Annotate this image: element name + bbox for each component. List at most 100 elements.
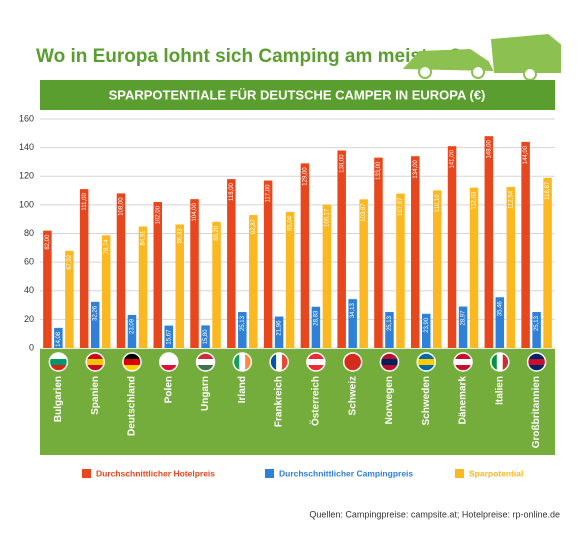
- x-tick-label: Polen: [163, 376, 174, 403]
- value-label: 32,26: [93, 305, 99, 321]
- y-tick-label: 100: [19, 199, 34, 209]
- bar: [433, 190, 442, 348]
- value-label: 144,00: [523, 145, 529, 164]
- flag-ring: [306, 352, 326, 372]
- bar: [447, 146, 457, 348]
- country-band: [40, 349, 555, 455]
- bar: [65, 250, 74, 348]
- value-label: 112,54: [508, 190, 514, 209]
- value-label: 25,13: [387, 315, 393, 331]
- value-label: 28,83: [313, 310, 319, 326]
- value-label: 141,00: [450, 150, 456, 169]
- value-label: 67,92: [67, 254, 73, 270]
- flag-stripe: [245, 353, 252, 371]
- value-label: 104,00: [192, 202, 198, 221]
- x-tick-label: Schweiz: [347, 376, 358, 415]
- flag-stripe: [417, 365, 436, 371]
- flag-stripe: [86, 365, 105, 371]
- value-label: 15,80: [203, 329, 209, 345]
- bar: [521, 141, 530, 348]
- flag-stripe: [276, 353, 283, 371]
- chart-title: Wo in Europa lohnt sich Camping am meist…: [36, 46, 461, 67]
- bar: [79, 189, 89, 348]
- flag-stripe: [343, 353, 362, 359]
- flag-stripe: [239, 353, 246, 371]
- flag-stripe: [282, 353, 289, 371]
- value-label: 148,00: [486, 140, 492, 159]
- bar: [263, 180, 273, 348]
- value-label: 103,87: [361, 203, 367, 222]
- x-tick-label: Italien: [494, 376, 505, 405]
- y-tick-label: 60: [24, 257, 34, 267]
- bar: [484, 136, 494, 348]
- y-tick-label: 40: [24, 285, 34, 295]
- value-label: 25,13: [534, 315, 540, 331]
- value-label: 86,33: [177, 228, 183, 244]
- bar: [127, 314, 137, 348]
- value-label: 21,96: [277, 320, 283, 336]
- flag-ring: [159, 352, 179, 372]
- flag-ring: [490, 352, 510, 372]
- value-label: 23,90: [424, 317, 430, 333]
- bar: [249, 215, 258, 348]
- flag-stripe: [196, 353, 215, 359]
- value-label: 134,00: [413, 160, 419, 179]
- bar: [164, 325, 173, 348]
- flag-stripe: [122, 353, 141, 359]
- flag-ring: [232, 352, 253, 372]
- flag-stripe: [496, 353, 503, 371]
- flag-stripe: [306, 353, 325, 359]
- flag-stripe: [49, 365, 68, 371]
- value-label: 92,87: [251, 218, 257, 234]
- flag-stripe: [490, 353, 497, 371]
- bar: [311, 306, 321, 348]
- legend-swatch: [455, 469, 464, 478]
- flag-stripe: [380, 365, 399, 371]
- flag-stripe: [306, 365, 325, 371]
- bar: [190, 199, 199, 348]
- subtitle: SPARPOTENTIALE FÜR DEUTSCHE CAMPER IN EU…: [109, 87, 486, 102]
- bar: [212, 221, 221, 348]
- bar: [138, 226, 148, 348]
- legend-swatch: [82, 469, 91, 478]
- value-label: 28,97: [461, 310, 467, 326]
- bar: [359, 199, 368, 348]
- bar: [285, 211, 295, 348]
- x-tick-label: Dänemark: [458, 376, 469, 425]
- bar: [337, 150, 346, 348]
- value-label: 35,46: [497, 301, 503, 317]
- value-label: 129,00: [302, 167, 308, 186]
- flag-ring: [526, 352, 547, 372]
- flag-stripe: [454, 365, 473, 371]
- flag-stripe: [343, 365, 362, 371]
- bar: [532, 312, 541, 348]
- value-label: 111,00: [82, 192, 88, 210]
- flag-stripe: [417, 359, 436, 365]
- value-label: 102,00: [155, 205, 161, 224]
- legend-label: Durchschnittlicher Campingpreis: [279, 468, 413, 478]
- value-label: 14,08: [56, 331, 62, 347]
- flag-stripe: [527, 365, 546, 371]
- y-tick-label: 120: [19, 171, 34, 181]
- bar: [201, 325, 210, 348]
- flag-stripe: [527, 353, 546, 359]
- flag-ring: [122, 352, 142, 372]
- y-tick-label: 160: [19, 113, 34, 123]
- flag-stripe: [86, 359, 105, 365]
- flag-ring: [379, 352, 400, 372]
- x-tick-label: Österreich: [309, 376, 322, 426]
- flag-stripe: [196, 359, 215, 365]
- value-label: 88,20: [214, 225, 220, 241]
- flag-stripe: [380, 359, 399, 365]
- bar: [543, 177, 552, 348]
- bar: [506, 186, 516, 348]
- value-label: 112,03: [472, 191, 478, 210]
- flag-stripe: [122, 365, 141, 371]
- x-tick-label: Schweden: [421, 376, 432, 425]
- x-tick-label: Irland: [237, 376, 248, 403]
- bar: [101, 235, 111, 348]
- flag-stripe: [196, 365, 215, 371]
- source: Quellen: Campingpreise: campsite.at; Hot…: [309, 509, 560, 519]
- bar: [227, 179, 236, 348]
- flag-stripe: [122, 359, 141, 365]
